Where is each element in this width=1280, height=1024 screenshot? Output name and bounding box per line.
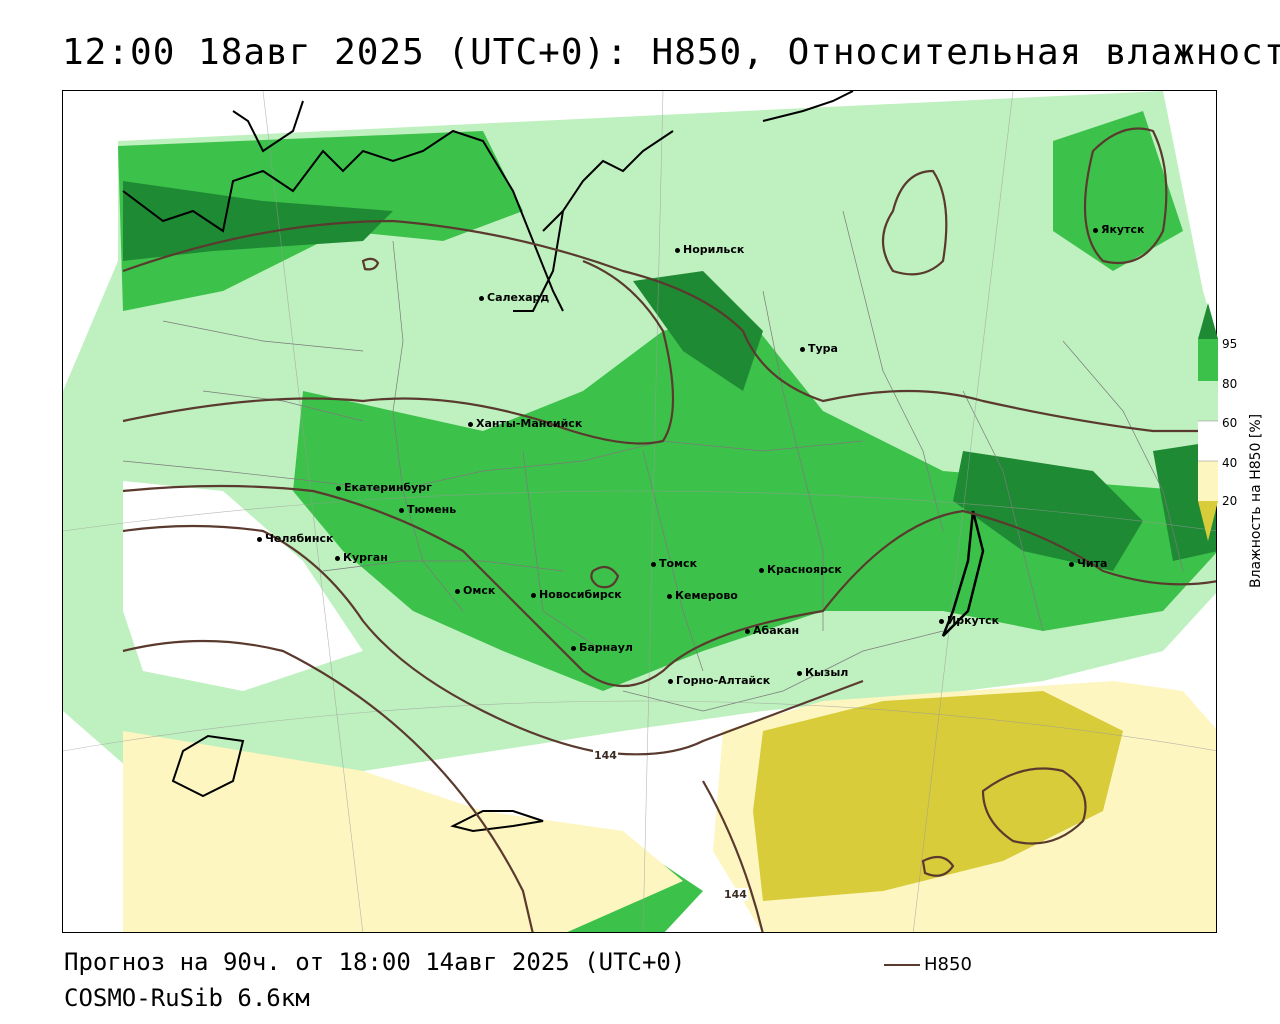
admin-borders xyxy=(122,210,1184,712)
colorbar-tick: 95 xyxy=(1222,337,1238,351)
humidity-field-80-east xyxy=(1053,111,1183,271)
city-label: Тюмень xyxy=(399,503,456,516)
city-label: Барнаул xyxy=(571,641,633,654)
city-label: Кемерово xyxy=(667,589,738,602)
humidity-field-dry-southwest xyxy=(123,731,683,932)
city-label: Иркутск xyxy=(939,614,999,627)
city-label: Ханты-Мансийск xyxy=(468,417,582,430)
contour-legend: H850 xyxy=(884,954,972,975)
city-label: Горно-Алтайск xyxy=(668,674,770,687)
graticule xyxy=(63,91,1216,932)
model-name: COSMO-RuSib 6.6км xyxy=(64,984,310,1012)
colorbar-title: Влажность на H850 [%] xyxy=(1248,413,1264,588)
humidity-field-very-dry xyxy=(753,691,1123,901)
contour-label: 144 xyxy=(723,888,748,901)
forecast-info: Прогноз на 90ч. от 18:00 14авг 2025 (UTC… xyxy=(64,948,686,976)
colorbar-tick: 40 xyxy=(1222,456,1238,470)
humidity-field-dry-west xyxy=(123,481,363,691)
city-label: Челябинск xyxy=(257,532,333,545)
colorbar-tick: 20 xyxy=(1222,494,1238,508)
humidity-colorbar xyxy=(1198,303,1218,541)
humidity-field-80-central xyxy=(293,311,1216,691)
city-label: Норильск xyxy=(675,243,744,256)
city-label: Томск xyxy=(651,557,697,570)
city-label: Екатеринбург xyxy=(336,481,432,494)
city-label: Якутск xyxy=(1093,223,1144,236)
humidity-field-95-b xyxy=(633,271,763,391)
contour-legend-label: H850 xyxy=(924,954,972,975)
city-label: Красноярск xyxy=(759,563,842,576)
city-label: Абакан xyxy=(745,624,799,637)
city-label: Кызыл xyxy=(797,666,848,679)
contour-label: 144 xyxy=(593,749,618,762)
city-label: Чита xyxy=(1069,557,1107,570)
map-title: 12:00 18авг 2025 (UTC+0): H850, Относите… xyxy=(62,32,1280,73)
humidity-map xyxy=(63,91,1216,932)
city-label: Салехард xyxy=(479,291,549,304)
colorbar-tick: 60 xyxy=(1222,416,1238,430)
map-area: 144 144 Якутск Норильск Салехард Тура Ха… xyxy=(62,90,1217,933)
city-label: Новосибирск xyxy=(531,588,622,601)
city-label: Омск xyxy=(455,584,495,597)
colorbar-tick: 80 xyxy=(1222,377,1238,391)
city-label: Курган xyxy=(335,551,388,564)
contour-line-swatch xyxy=(884,964,920,966)
city-label: Тура xyxy=(800,342,838,355)
humidity-field-95-a xyxy=(123,181,393,261)
